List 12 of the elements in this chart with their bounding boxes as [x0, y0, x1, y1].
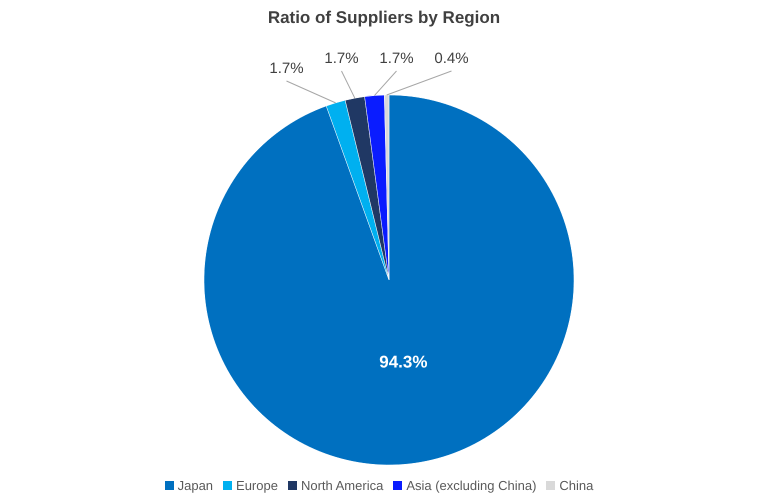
- data-label: 94.3%: [379, 352, 428, 372]
- legend-label: China: [559, 478, 594, 493]
- data-label: 1.7%: [269, 60, 304, 77]
- legend-label: Japan: [178, 478, 214, 493]
- legend-label: Asia (excluding China): [406, 478, 536, 493]
- chart-title: Ratio of Suppliers by Region: [266, 7, 502, 29]
- pie-slice: [204, 94, 574, 466]
- legend-label: North America: [300, 478, 384, 493]
- data-label: 1.7%: [379, 50, 414, 67]
- data-label: 0.4%: [434, 50, 469, 67]
- data-label: 1.7%: [324, 50, 359, 67]
- legend-label: Europe: [236, 478, 278, 493]
